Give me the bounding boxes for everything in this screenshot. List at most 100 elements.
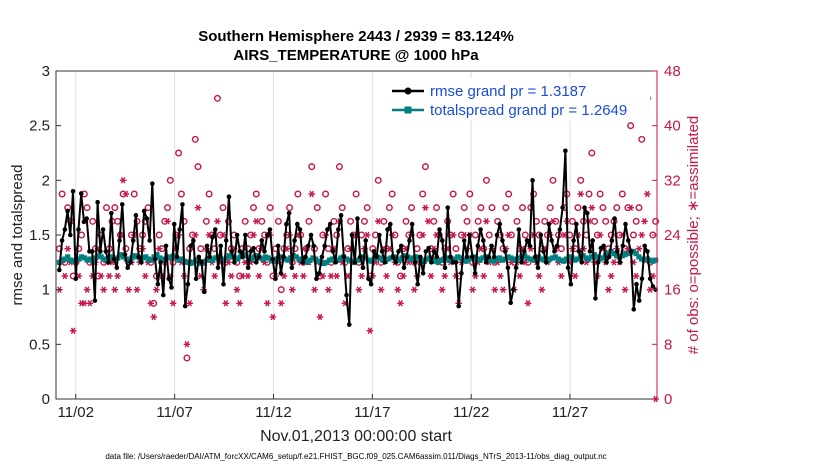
obs-assimilated-point: [142, 272, 149, 280]
y-axis-label-right: # of obs: o=possible; ∗=assimilated: [685, 116, 702, 355]
rmse-point: [305, 243, 311, 249]
obs-assimilated-point: [638, 231, 646, 239]
totalspread-point: [510, 256, 517, 262]
obs-assimilated-point: [643, 190, 651, 198]
totalspread-point: [304, 259, 310, 265]
rmse-point: [590, 238, 596, 243]
obs-possible-point: [111, 204, 119, 212]
obs-assimilated-point: [635, 245, 643, 252]
rmse-point: [284, 221, 289, 227]
totalspread-point: [597, 256, 603, 262]
obs-assimilated-point: [588, 204, 596, 211]
totalspread-point: [201, 259, 207, 265]
rmse-point: [180, 202, 185, 207]
obs-possible-point: [466, 190, 474, 198]
rmse-point: [275, 243, 281, 249]
rmse-point: [223, 238, 229, 243]
rmse-point: [174, 254, 180, 260]
totalspread-point: [522, 253, 528, 259]
obs-assimilated-point: [524, 300, 532, 307]
rmse-point: [243, 232, 248, 238]
y-tick-label-right: 0: [664, 391, 672, 408]
obs-possible-point: [166, 176, 174, 184]
rmse-point: [631, 307, 637, 312]
rmse-point: [341, 254, 347, 260]
obs-possible-point: [313, 204, 321, 212]
totalspread-point: [221, 257, 227, 263]
totalspread-point: [555, 256, 561, 262]
obs-possible-point: [244, 245, 252, 253]
obs-assimilated-point: [438, 286, 446, 293]
totalspread-point: [547, 256, 553, 262]
obs-possible-point: [502, 204, 510, 212]
rmse-point: [418, 254, 423, 260]
rmse-point: [357, 254, 363, 260]
y-tick-label-right: 24: [664, 227, 681, 244]
totalspread-point: [243, 253, 249, 259]
obs-possible-point: [286, 204, 294, 212]
totalspread-point: [329, 256, 336, 262]
obs-assimilated-point: [610, 259, 618, 266]
totalspread-point: [307, 257, 313, 263]
rmse-point: [84, 216, 89, 221]
rmse-point: [81, 219, 87, 225]
y-tick-label-right: 48: [664, 63, 681, 80]
rmse-point: [593, 296, 598, 301]
obs-assimilated-point: [491, 286, 499, 293]
totalspread-point: [558, 257, 564, 263]
totalspread-point: [538, 256, 544, 262]
obs-assimilated-point: [621, 286, 629, 293]
obs-possible-point: [629, 231, 637, 239]
totalspread-point: [223, 255, 230, 261]
obs-assimilated-point: [69, 327, 77, 334]
rmse-point: [642, 243, 647, 249]
x-tick-label: 11/07: [156, 404, 192, 421]
obs-assimilated-point: [147, 300, 155, 307]
obs-possible-point: [130, 190, 138, 198]
obs-assimilated-point: [264, 300, 271, 307]
totalspread-point: [131, 253, 138, 259]
totalspread-point: [159, 256, 166, 262]
rmse-point: [472, 270, 478, 276]
rmse-point: [286, 210, 292, 216]
totalspread-point: [363, 255, 369, 261]
totalspread-point: [265, 255, 271, 261]
obs-assimilated-point: [538, 286, 546, 293]
legend-spread-label: totalspread grand pr = 1.2649: [430, 102, 627, 119]
obs-possible-point: [308, 163, 316, 171]
totalspread-point: [653, 257, 659, 263]
obs-assimilated-point: [106, 272, 113, 280]
obs-possible-point: [485, 231, 493, 239]
totalspread-point: [148, 257, 154, 263]
totalspread-point: [647, 257, 653, 263]
obs-possible-point: [518, 204, 526, 212]
totalspread-point: [574, 256, 581, 262]
obs-possible-point: [488, 204, 496, 212]
obs-possible-point: [352, 190, 360, 198]
obs-possible-point: [419, 190, 427, 198]
totalspread-point: [636, 254, 642, 260]
totalspread-point: [81, 255, 88, 261]
rmse-point: [535, 265, 541, 271]
obs-assimilated-point: [288, 286, 296, 293]
x-axis-label: Nov.01,2013 00:00:00 start: [260, 428, 452, 445]
totalspread-point: [335, 257, 341, 263]
obs-assimilated-point: [236, 300, 243, 307]
rmse-point: [461, 238, 467, 243]
obs-possible-point: [75, 245, 83, 253]
y-tick-label-right: 8: [664, 336, 672, 353]
totalspread-point: [549, 255, 556, 261]
obs-assimilated-point: [560, 231, 568, 239]
rmse-point: [549, 238, 554, 243]
totalspread-point: [407, 256, 414, 262]
obs-possible-point: [213, 94, 221, 102]
rmse-point: [571, 238, 576, 243]
rmse-point: [382, 260, 388, 265]
obs-possible-point: [294, 190, 302, 198]
rmse-point: [366, 276, 371, 282]
rmse-point: [352, 260, 358, 265]
rmse-point: [196, 254, 202, 260]
rmse-point: [554, 243, 560, 249]
rmse-point: [368, 281, 374, 287]
obs-assimilated-point: [97, 272, 105, 280]
